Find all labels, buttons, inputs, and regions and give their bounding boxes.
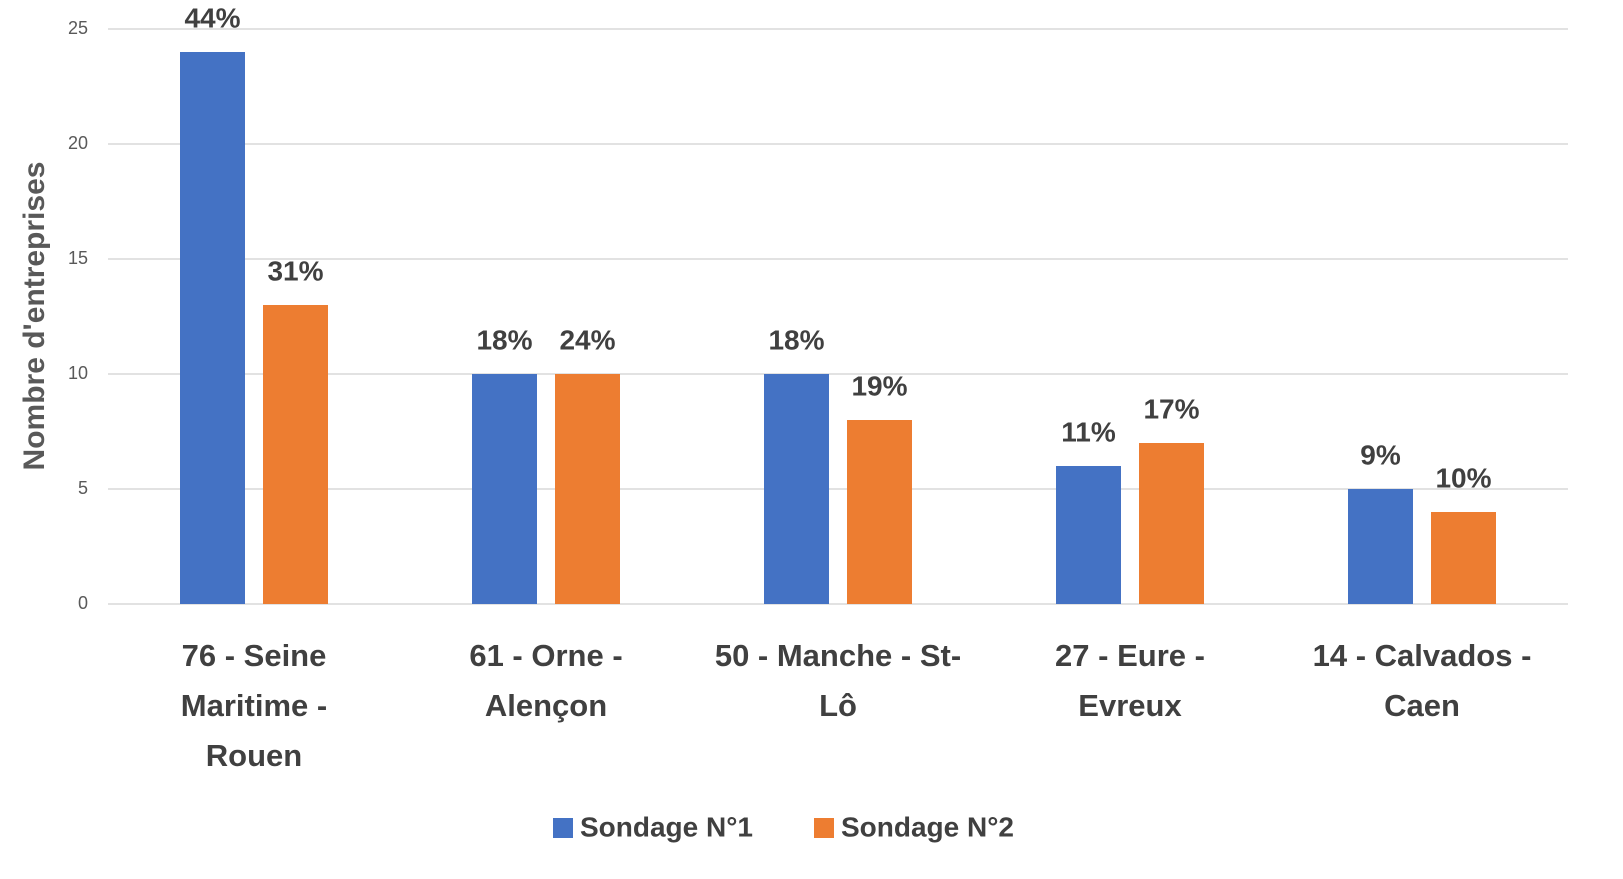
- data-label: 18%: [476, 324, 532, 355]
- legend-swatch: [814, 818, 834, 838]
- x-tick-label: 14 - Calvados -: [1313, 638, 1532, 673]
- y-tick-label: 20: [68, 133, 88, 153]
- bar: [1056, 466, 1121, 604]
- data-label: 9%: [1360, 439, 1401, 470]
- legend-label: Sondage N°2: [841, 811, 1014, 842]
- bar: [1139, 443, 1204, 604]
- data-label: 18%: [768, 324, 824, 355]
- legend-label: Sondage N°1: [580, 811, 753, 842]
- bar: [472, 374, 537, 604]
- x-tick-label: Alençon: [485, 688, 607, 723]
- data-label: 17%: [1143, 393, 1199, 424]
- bar: [764, 374, 829, 604]
- data-label: 31%: [267, 255, 323, 286]
- x-tick-label: Caen: [1384, 688, 1460, 723]
- x-tick-label: 61 - Orne -: [469, 638, 622, 673]
- bar: [1348, 489, 1413, 604]
- y-tick-label: 5: [78, 478, 88, 498]
- data-label: 11%: [1061, 416, 1116, 447]
- bar: [555, 374, 620, 604]
- x-tick-label: 27 - Eure -: [1055, 638, 1205, 673]
- x-tick-label: Lô: [819, 688, 857, 723]
- data-label: 10%: [1435, 462, 1491, 493]
- y-tick-label: 25: [68, 18, 88, 38]
- x-tick-label: Rouen: [206, 738, 302, 773]
- y-tick-label: 0: [78, 593, 88, 613]
- x-tick-label: Maritime -: [181, 688, 327, 723]
- data-label: 24%: [559, 324, 615, 355]
- data-label: 44%: [184, 2, 240, 33]
- bar: [263, 305, 328, 604]
- legend-swatch: [553, 818, 573, 838]
- y-axis-title: Nombre d'entreprises: [18, 162, 51, 471]
- x-tick-label: 50 - Manche - St-: [715, 638, 961, 673]
- x-tick-label: 76 - Seine: [182, 638, 327, 673]
- y-tick-label: 10: [68, 363, 88, 383]
- y-tick-label: 15: [68, 248, 88, 268]
- bar: [847, 420, 912, 604]
- bar: [180, 52, 245, 604]
- data-label: 19%: [851, 370, 907, 401]
- bar: [1431, 512, 1496, 604]
- x-tick-label: Evreux: [1078, 688, 1182, 723]
